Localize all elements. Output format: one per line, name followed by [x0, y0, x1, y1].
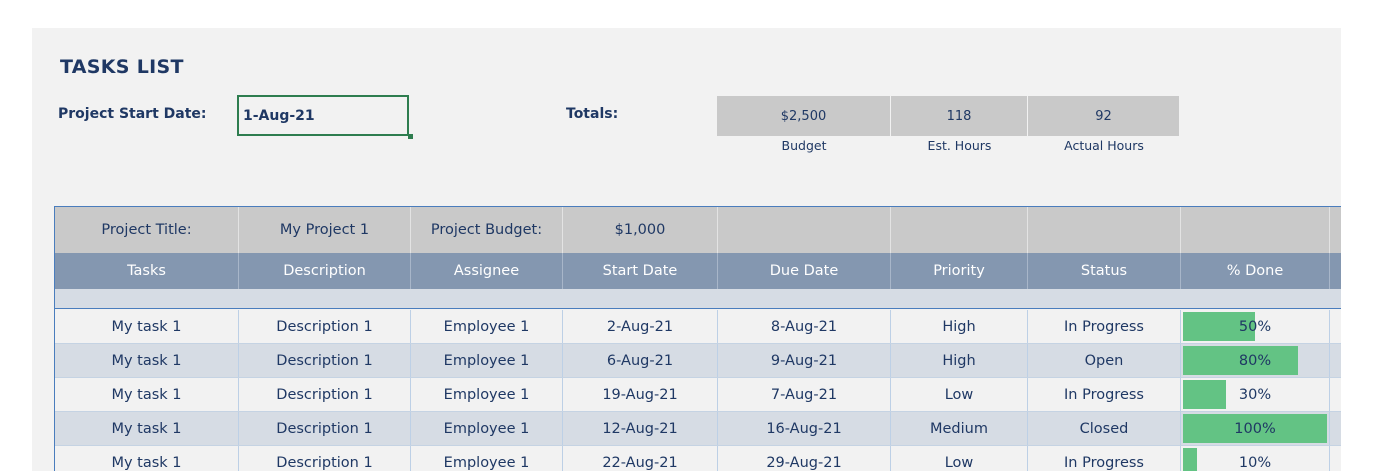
percent-done-text: 100%: [1234, 420, 1276, 437]
assignee-cell[interactable]: Employee 1: [411, 446, 563, 471]
empty-cell[interactable]: [1330, 344, 1341, 377]
due-date-cell[interactable]: 16-Aug-21: [718, 412, 891, 445]
spreadsheet-sheet: TASKS LIST Project Start Date: 1-Aug-21 …: [32, 28, 1341, 471]
progress-bar: [1183, 312, 1255, 341]
percent-done-text: 50%: [1238, 318, 1272, 335]
total-actual-hours-cell[interactable]: 92: [1028, 96, 1180, 136]
empty-cell[interactable]: [1181, 207, 1330, 253]
column-header-row: Tasks Description Assignee Start Date Du…: [55, 253, 1341, 289]
col-header-priority[interactable]: Priority: [891, 253, 1028, 289]
total-budget-cell[interactable]: $2,500: [717, 96, 891, 136]
empty-cell[interactable]: [1330, 412, 1341, 445]
description-cell[interactable]: Description 1: [239, 378, 411, 411]
assignee-cell[interactable]: Employee 1: [411, 310, 563, 343]
priority-cell[interactable]: Medium: [891, 412, 1028, 445]
due-date-cell[interactable]: 9-Aug-21: [718, 344, 891, 377]
task-cell[interactable]: My task 1: [55, 446, 239, 471]
col-header-due-date[interactable]: Due Date: [718, 253, 891, 289]
col-header-start-date[interactable]: Start Date: [563, 253, 718, 289]
progress-bar: [1183, 380, 1227, 409]
assignee-cell[interactable]: Employee 1: [411, 412, 563, 445]
percent-done-cell[interactable]: 30%: [1181, 378, 1330, 411]
start-date-cell[interactable]: 19-Aug-21: [563, 378, 718, 411]
total-est-hours-cell[interactable]: 118: [891, 96, 1028, 136]
description-cell[interactable]: Description 1: [239, 344, 411, 377]
assignee-cell[interactable]: Employee 1: [411, 344, 563, 377]
col-header-status[interactable]: Status: [1028, 253, 1181, 289]
totals-label: Totals:: [566, 106, 619, 122]
tasks-table: Project Title: My Project 1 Project Budg…: [54, 206, 1341, 471]
task-cell[interactable]: My task 1: [55, 344, 239, 377]
start-date-cell[interactable]: 6-Aug-21: [563, 344, 718, 377]
empty-cell[interactable]: [1330, 378, 1341, 411]
percent-done-cell[interactable]: 10%: [1181, 446, 1330, 471]
fill-handle[interactable]: [408, 134, 413, 139]
empty-cell[interactable]: [1330, 446, 1341, 471]
project-budget-value[interactable]: $1,000: [563, 207, 718, 253]
col-header-tasks[interactable]: Tasks: [55, 253, 239, 289]
percent-done-text: 10%: [1238, 454, 1272, 471]
table-row[interactable]: My task 1 Description 1 Employee 1 2-Aug…: [55, 310, 1341, 344]
due-date-cell[interactable]: 8-Aug-21: [718, 310, 891, 343]
status-cell[interactable]: In Progress: [1028, 310, 1181, 343]
col-header-assignee[interactable]: Assignee: [411, 253, 563, 289]
project-budget-label: Project Budget:: [411, 207, 563, 253]
percent-done-cell[interactable]: 80%: [1181, 344, 1330, 377]
progress-bar: [1183, 414, 1327, 443]
project-row: Project Title: My Project 1 Project Budg…: [55, 207, 1341, 253]
priority-cell[interactable]: High: [891, 344, 1028, 377]
priority-cell[interactable]: Low: [891, 446, 1028, 471]
empty-cell[interactable]: [891, 207, 1028, 253]
description-cell[interactable]: Description 1: [239, 310, 411, 343]
percent-done-cell[interactable]: 100%: [1181, 412, 1330, 445]
col-header-percent-done[interactable]: % Done: [1181, 253, 1330, 289]
project-title-value[interactable]: My Project 1: [239, 207, 411, 253]
percent-done-text: 30%: [1238, 386, 1272, 403]
status-cell[interactable]: In Progress: [1028, 446, 1181, 471]
col-header-description[interactable]: Description: [239, 253, 411, 289]
progress-bar: [1183, 448, 1198, 471]
status-cell[interactable]: In Progress: [1028, 378, 1181, 411]
description-cell[interactable]: Description 1: [239, 412, 411, 445]
start-date-cell[interactable]: 2-Aug-21: [563, 310, 718, 343]
table-row[interactable]: My task 1 Description 1 Employee 1 12-Au…: [55, 412, 1341, 446]
total-actual-hours-label: Actual Hours: [1064, 138, 1144, 153]
due-date-cell[interactable]: 29-Aug-21: [718, 446, 891, 471]
empty-cell[interactable]: [1330, 310, 1341, 343]
empty-cell[interactable]: [718, 207, 891, 253]
empty-cell[interactable]: [1330, 207, 1341, 253]
percent-done-cell[interactable]: 50%: [1181, 310, 1330, 343]
empty-cell[interactable]: [1028, 207, 1181, 253]
task-cell[interactable]: My task 1: [55, 412, 239, 445]
task-cell[interactable]: My task 1: [55, 310, 239, 343]
page-title: TASKS LIST: [60, 56, 184, 78]
total-budget-label: Budget: [781, 138, 827, 153]
start-date-cell[interactable]: 1-Aug-21: [237, 95, 409, 136]
start-date-label: Project Start Date:: [58, 106, 207, 122]
priority-cell[interactable]: Low: [891, 378, 1028, 411]
status-cell[interactable]: Closed: [1028, 412, 1181, 445]
progress-bar: [1183, 346, 1299, 375]
due-date-cell[interactable]: 7-Aug-21: [718, 378, 891, 411]
start-date-cell[interactable]: 22-Aug-21: [563, 446, 718, 471]
assignee-cell[interactable]: Employee 1: [411, 378, 563, 411]
project-title-label: Project Title:: [55, 207, 239, 253]
percent-done-text: 80%: [1238, 352, 1272, 369]
total-est-hours-label: Est. Hours: [927, 138, 992, 153]
table-row[interactable]: My task 1 Description 1 Employee 1 19-Au…: [55, 378, 1341, 412]
col-header-extra[interactable]: [1330, 253, 1341, 289]
status-cell[interactable]: Open: [1028, 344, 1181, 377]
priority-cell[interactable]: High: [891, 310, 1028, 343]
start-date-cell[interactable]: 12-Aug-21: [563, 412, 718, 445]
table-row[interactable]: My task 1 Description 1 Employee 1 22-Au…: [55, 446, 1341, 471]
task-cell[interactable]: My task 1: [55, 378, 239, 411]
spacer-row: [55, 289, 1341, 309]
table-row[interactable]: My task 1 Description 1 Employee 1 6-Aug…: [55, 344, 1341, 378]
description-cell[interactable]: Description 1: [239, 446, 411, 471]
